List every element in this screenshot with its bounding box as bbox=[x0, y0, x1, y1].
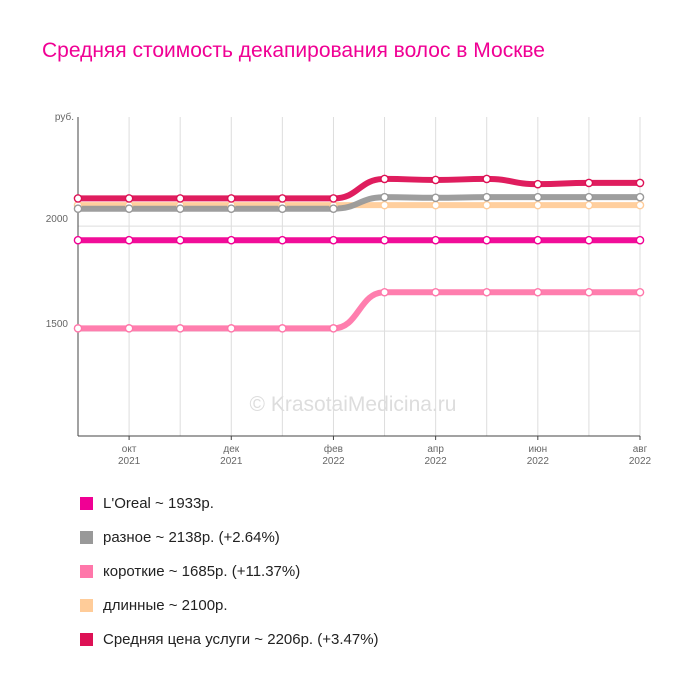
legend-swatch bbox=[80, 530, 93, 544]
chart-title: Средняя стоимость декапирования волос в … bbox=[42, 39, 545, 62]
x-tick-label-year: 2021 bbox=[118, 456, 141, 467]
series-1-point bbox=[73, 204, 83, 214]
series-1-point bbox=[175, 204, 185, 214]
x-tick-label-year: 2022 bbox=[425, 456, 448, 467]
y-tick-label: 1500 bbox=[46, 319, 69, 330]
series-1-point bbox=[329, 204, 338, 214]
legend-item: L'Oreal ~ 1933р. bbox=[80, 486, 379, 520]
series-3-point bbox=[533, 200, 543, 210]
legend-label: L'Oreal ~ 1933р. bbox=[103, 494, 214, 512]
legend-label: короткие ~ 1685р. (+11.37%) bbox=[103, 562, 301, 580]
series-1-point bbox=[278, 204, 287, 214]
legend-item: разное ~ 2138р. (+2.64%) bbox=[80, 520, 379, 554]
series-1-point bbox=[533, 192, 543, 202]
series-4-point bbox=[226, 194, 236, 203]
series-0-point bbox=[482, 235, 492, 245]
y-tick-label: 2000 bbox=[46, 214, 69, 225]
x-tick-label-month: фев bbox=[324, 443, 343, 455]
legend-label: длинные ~ 2100р. bbox=[103, 596, 228, 614]
series-4-point bbox=[329, 194, 338, 203]
series-0-point bbox=[584, 235, 594, 245]
legend-item: короткие ~ 1685р. (+11.37%) bbox=[80, 554, 379, 588]
legend-label: Средняя цена услуги ~ 2206р. (+3.47%) bbox=[103, 630, 379, 648]
series-4-point bbox=[124, 194, 134, 203]
series-1-line bbox=[75, 194, 643, 212]
legend-swatch bbox=[80, 564, 93, 578]
series-2-point bbox=[533, 287, 543, 297]
series-4-point bbox=[431, 175, 440, 185]
series-0-point bbox=[431, 235, 440, 245]
series-2-point bbox=[175, 324, 185, 333]
x-tick-label-month: авг bbox=[633, 444, 648, 455]
series-3-point bbox=[482, 200, 492, 210]
series-0-point bbox=[533, 235, 543, 245]
series-1-point bbox=[584, 192, 594, 202]
series-0-point bbox=[380, 235, 389, 245]
series-1-point bbox=[226, 204, 236, 214]
series-4-point bbox=[73, 194, 83, 203]
series-2-point bbox=[73, 324, 83, 333]
legend-swatch bbox=[80, 598, 93, 612]
x-tick-label-year: 2022 bbox=[322, 456, 345, 467]
series-4-point bbox=[533, 179, 543, 189]
series-0-point bbox=[124, 235, 134, 245]
chart-legend: L'Oreal ~ 1933р. разное ~ 2138р. (+2.64%)… bbox=[80, 486, 379, 656]
series-2-point bbox=[584, 287, 594, 297]
chart-grid bbox=[77, 117, 641, 436]
chart-area: © KrasotaiMedicina.ru руб.15002000окт202… bbox=[46, 111, 652, 467]
series-4-point bbox=[278, 194, 287, 203]
series-4-point bbox=[380, 174, 389, 184]
series-1-point bbox=[431, 193, 440, 203]
x-tick-label-year: 2021 bbox=[220, 456, 243, 467]
x-tick-label-month: дек bbox=[223, 444, 239, 455]
series-2-point bbox=[278, 324, 287, 333]
legend-item: длинные ~ 2100р. bbox=[80, 588, 379, 622]
x-tick-label-month: июн bbox=[529, 444, 548, 455]
series-4-point bbox=[175, 194, 185, 203]
series-3-point bbox=[584, 200, 594, 210]
series-0-point bbox=[329, 235, 338, 245]
series-4-point bbox=[584, 178, 594, 188]
series-3-point bbox=[431, 200, 440, 210]
chart-axes: руб.15002000окт2021дек2021фев2022апр2022… bbox=[46, 111, 652, 467]
series-0-point bbox=[278, 235, 287, 245]
series-1-point bbox=[482, 192, 492, 202]
series-0-point bbox=[73, 235, 83, 245]
x-tick-label-month: окт bbox=[122, 444, 137, 455]
series-2-line bbox=[75, 289, 643, 332]
watermark: © KrasotaiMedicina.ru bbox=[250, 393, 457, 416]
series-3-point bbox=[635, 200, 645, 210]
legend-label: разное ~ 2138р. (+2.64%) bbox=[103, 528, 280, 546]
series-2-point bbox=[635, 287, 645, 297]
chart-points bbox=[73, 174, 645, 333]
x-tick-label-month: апр bbox=[427, 444, 444, 455]
x-tick-label-year: 2022 bbox=[629, 456, 652, 467]
series-4-point bbox=[482, 174, 492, 184]
series-1-point bbox=[380, 192, 389, 202]
legend-swatch bbox=[80, 632, 93, 646]
legend-item: Средняя цена услуги ~ 2206р. (+3.47%) bbox=[80, 622, 379, 656]
series-2-point bbox=[329, 324, 338, 333]
chart-series bbox=[75, 175, 643, 332]
series-2-point bbox=[431, 287, 440, 297]
series-2-point bbox=[482, 287, 492, 297]
series-2-point bbox=[124, 324, 134, 333]
legend-swatch bbox=[80, 496, 93, 510]
series-4-point bbox=[635, 178, 645, 188]
series-1-point bbox=[635, 192, 645, 202]
x-tick-label-year: 2022 bbox=[527, 456, 550, 467]
series-3-point bbox=[380, 200, 389, 210]
y-axis-unit-label: руб. bbox=[55, 111, 74, 123]
series-2-point bbox=[380, 287, 389, 297]
series-2-point bbox=[226, 324, 236, 333]
series-0-point bbox=[175, 235, 185, 245]
series-0-point bbox=[635, 235, 645, 245]
series-0-point bbox=[226, 235, 236, 245]
series-1-point bbox=[124, 204, 134, 214]
